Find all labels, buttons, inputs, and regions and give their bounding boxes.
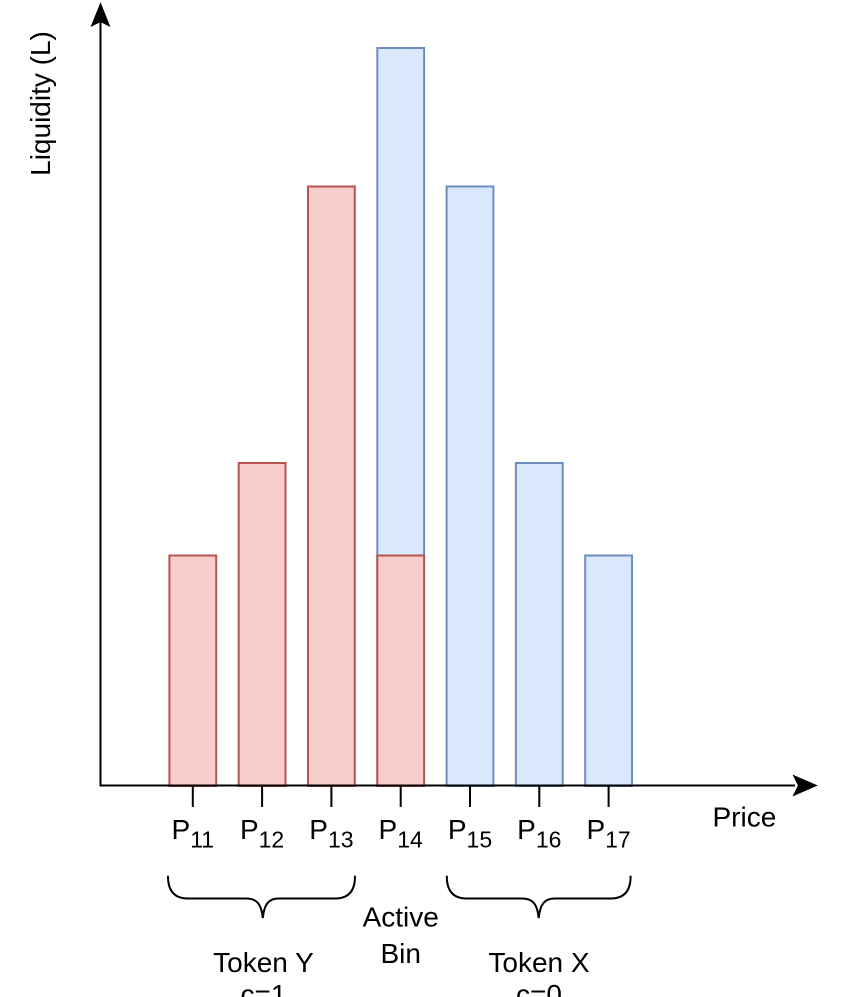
svg-text:P17: P17 — [586, 814, 630, 853]
svg-text:Liquidity (L): Liquidity (L) — [25, 31, 56, 176]
svg-text:P13: P13 — [309, 814, 353, 853]
svg-text:P11: P11 — [172, 814, 215, 853]
svg-text:Token X: Token X — [488, 947, 589, 978]
svg-text:P16: P16 — [517, 814, 561, 853]
svg-text:Active: Active — [363, 902, 439, 933]
svg-text:Bin: Bin — [380, 938, 420, 969]
svg-text:c=1: c=1 — [241, 979, 287, 997]
svg-text:c=0: c=0 — [516, 979, 562, 997]
svg-text:P12: P12 — [240, 814, 284, 853]
svg-text:P14: P14 — [379, 814, 423, 853]
svg-text:Price: Price — [713, 802, 777, 833]
svg-text:Token Y: Token Y — [213, 947, 314, 978]
svg-text:P15: P15 — [448, 814, 492, 853]
